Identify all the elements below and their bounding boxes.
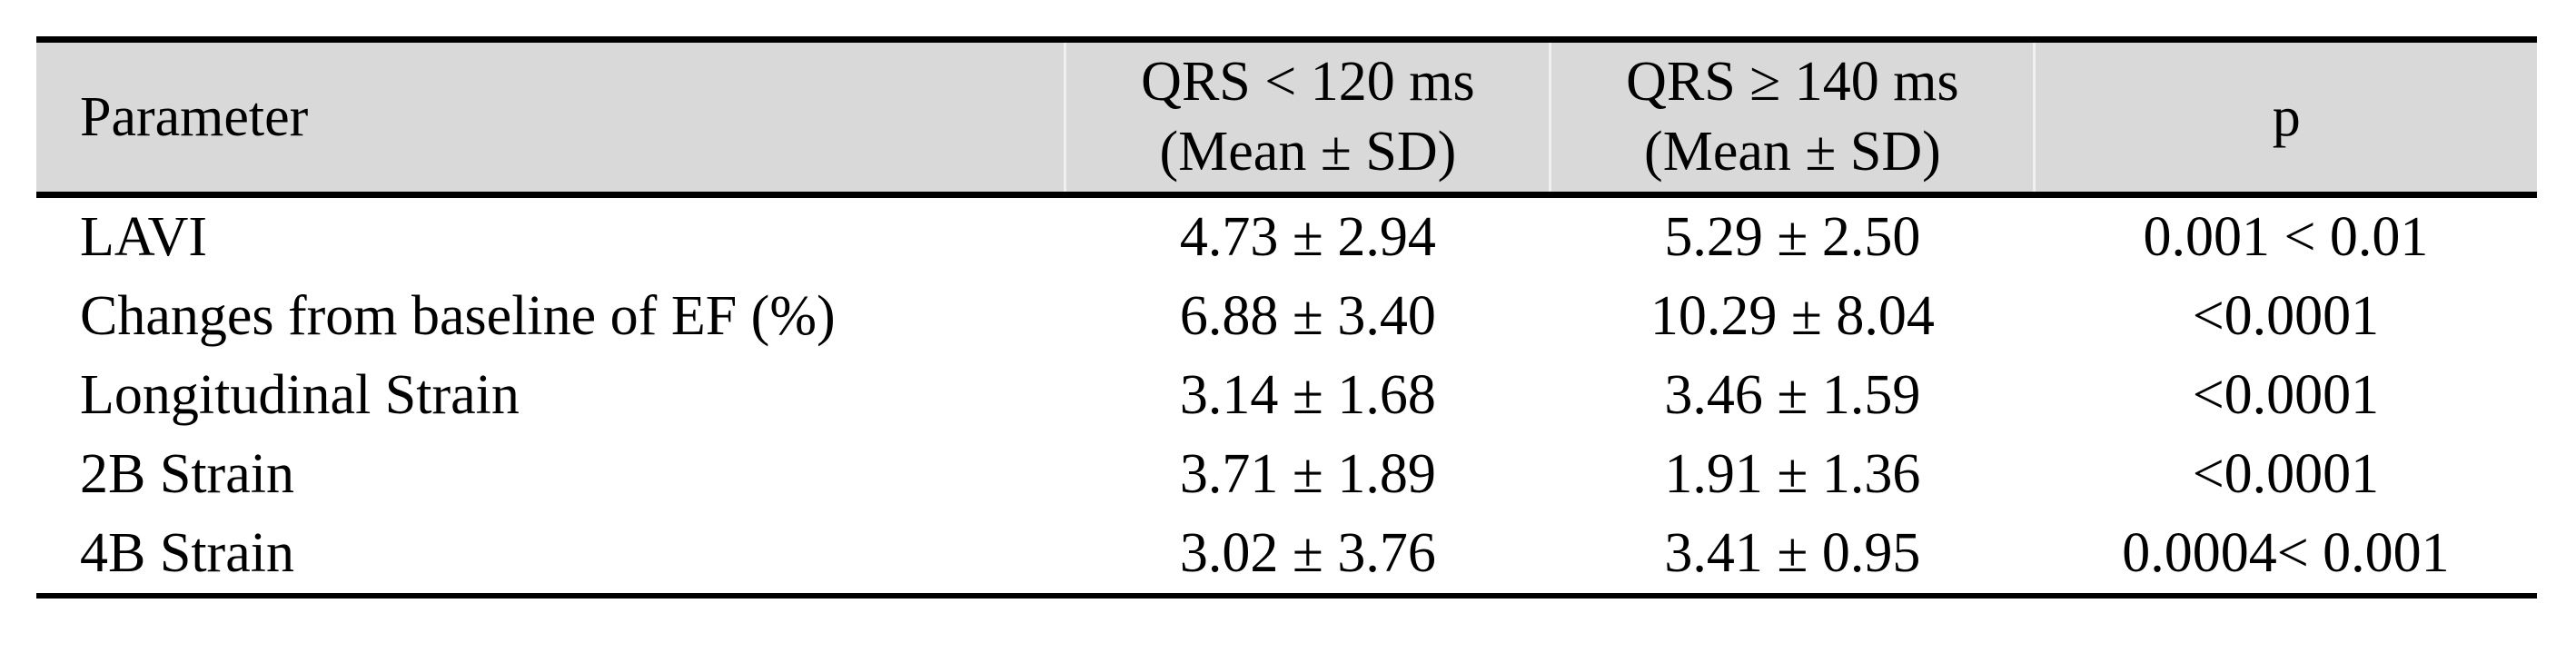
qrs-lt-120-value-cell: 3.71 ± 1.89: [1179, 443, 1436, 505]
qrs-ge-140-value-cell: 10.29 ± 8.04: [1650, 285, 1935, 347]
column-header-qrs-lt-120-line1: QRS < 120 ms: [1141, 51, 1475, 113]
qrs-lt-120-value-cell: 3.02 ± 3.76: [1179, 522, 1436, 584]
table-header: Parameter QRS < 120 ms (Mean ± SD) QRS ≥…: [36, 39, 2537, 198]
table-row: LAVI 4.73 ± 2.94 5.29 ± 2.50 0.001 < 0.0…: [36, 195, 2537, 278]
p-value-cell: <0.0001: [2192, 364, 2380, 426]
column-header-qrs-lt-120: QRS < 120 ms (Mean ± SD): [1064, 39, 1551, 198]
table-row: Longitudinal Strain 3.14 ± 1.68 3.46 ± 1…: [36, 356, 2537, 435]
table-row: 2B Strain 3.71 ± 1.89 1.91 ± 1.36 <0.000…: [36, 435, 2537, 514]
results-table: Parameter QRS < 120 ms (Mean ± SD) QRS ≥…: [36, 36, 2537, 599]
parameter-cell: LAVI: [80, 206, 208, 268]
results-table-container: Parameter QRS < 120 ms (Mean ± SD) QRS ≥…: [36, 36, 2537, 599]
qrs-ge-140-value-cell: 1.91 ± 1.36: [1664, 443, 1921, 505]
column-header-qrs-ge-140: QRS ≥ 140 ms (Mean ± SD): [1549, 39, 2035, 198]
column-header-qrs-ge-140-line1: QRS ≥ 140 ms: [1626, 51, 1959, 113]
column-header-parameter: Parameter: [36, 39, 1065, 198]
qrs-ge-140-value-cell: 3.46 ± 1.59: [1664, 364, 1921, 426]
column-header-qrs-ge-140-line2: (Mean ± SD): [1644, 121, 1941, 183]
table-row: Changes from baseline of EF (%) 6.88 ± 3…: [36, 277, 2537, 356]
qrs-ge-140-value-cell: 3.41 ± 0.95: [1664, 522, 1921, 584]
parameter-cell: Longitudinal Strain: [80, 364, 520, 426]
qrs-ge-140-value-cell: 5.29 ± 2.50: [1664, 206, 1921, 268]
table-row: 4B Strain 3.02 ± 3.76 3.41 ± 0.95 0.0004…: [36, 514, 2537, 596]
column-header-qrs-lt-120-line2: (Mean ± SD): [1159, 121, 1457, 183]
qrs-lt-120-value-cell: 4.73 ± 2.94: [1179, 206, 1436, 268]
header-row: Parameter QRS < 120 ms (Mean ± SD) QRS ≥…: [36, 39, 2537, 198]
p-value-cell: 0.0004< 0.001: [2122, 522, 2450, 584]
p-value-cell: <0.0001: [2192, 285, 2380, 347]
parameter-cell: 2B Strain: [80, 443, 294, 505]
parameter-cell: 4B Strain: [80, 522, 294, 584]
qrs-lt-120-value-cell: 3.14 ± 1.68: [1179, 364, 1436, 426]
p-value-cell: 0.001 < 0.01: [2143, 206, 2429, 268]
column-header-p-value: p: [2033, 39, 2537, 198]
parameter-cell: Changes from baseline of EF (%): [80, 285, 836, 347]
table-body: LAVI 4.73 ± 2.94 5.29 ± 2.50 0.001 < 0.0…: [36, 195, 2537, 597]
qrs-lt-120-value-cell: 6.88 ± 3.40: [1179, 285, 1436, 347]
p-value-cell: <0.0001: [2192, 443, 2380, 505]
